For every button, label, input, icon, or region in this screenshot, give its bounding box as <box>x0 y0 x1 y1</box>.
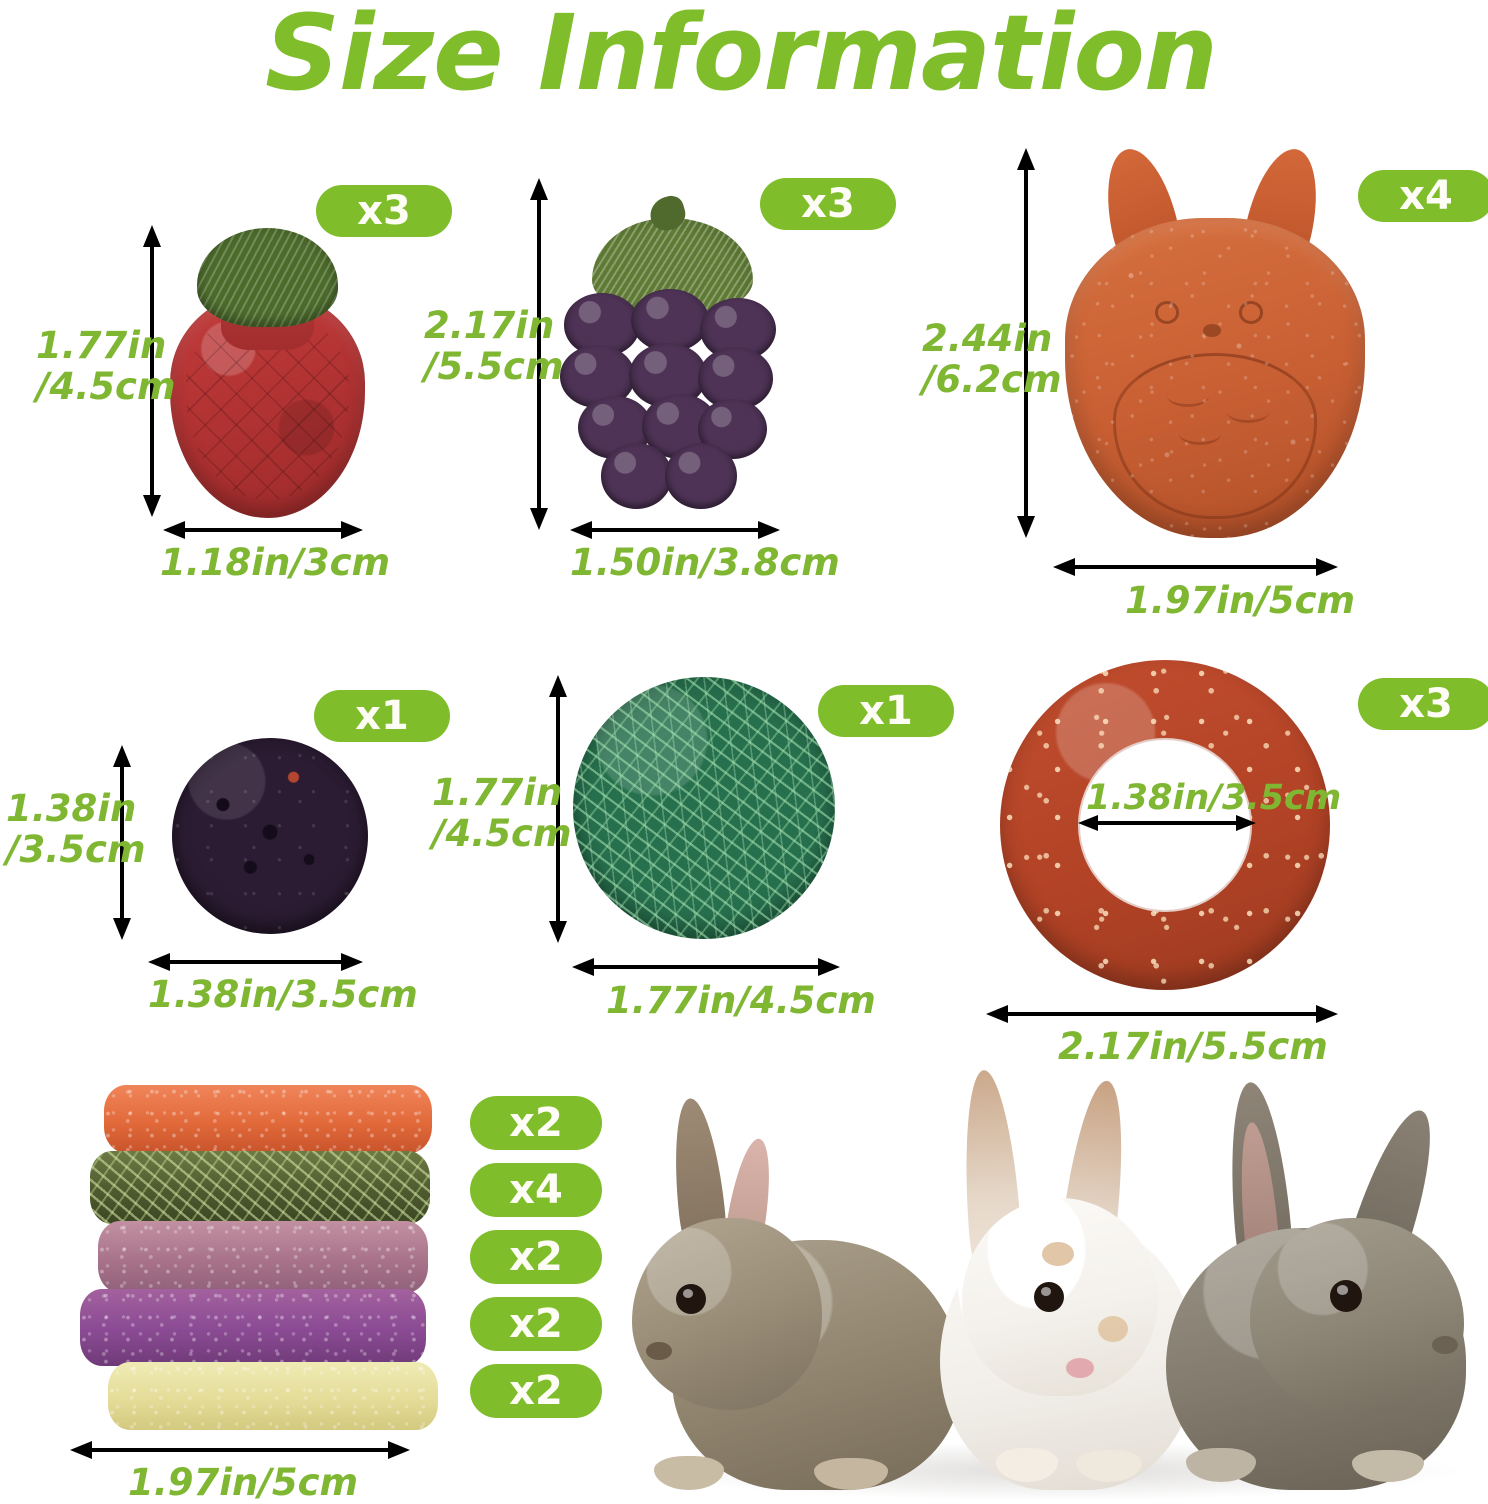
quantity-badge-green-disc: x1 <box>818 685 954 737</box>
product-grape-chew <box>555 218 785 518</box>
white-rabbit <box>926 1068 1206 1490</box>
product-pineapple-chew <box>170 228 365 518</box>
rabbit-foot <box>814 1458 888 1490</box>
rabbit-foot <box>654 1456 724 1490</box>
width-arrow-green-disc <box>572 955 840 979</box>
quantity-badge-pineapple: x3 <box>316 185 452 237</box>
quantity-badge-purple-stick: x2 <box>470 1297 602 1351</box>
height-label-grape-in: 2.17in <box>424 304 555 347</box>
inner-diameter-arrow-ring <box>1078 812 1256 834</box>
list-item <box>98 1221 428 1293</box>
rabbit-eye <box>1330 1280 1362 1312</box>
rabbit-head <box>632 1218 822 1410</box>
product-dark-disc-chew <box>172 738 368 934</box>
height-label-dark-disc: 1.38in /3.5cm <box>6 788 146 871</box>
inner-diameter-label-ring: 1.38in/3.5cm <box>1086 778 1342 818</box>
stick-chew-stack <box>72 1085 438 1435</box>
quantity-badge-yellow-stick: x2 <box>470 1364 602 1418</box>
pineapple-crown-leaves <box>197 228 338 327</box>
quantity-badge-dark-disc: x1 <box>314 690 450 742</box>
rabbit-forehead-patch <box>1042 1242 1074 1266</box>
height-label-pineapple: 1.77in /4.5cm <box>36 325 176 408</box>
grape-berry <box>665 443 737 509</box>
width-arrow-totoro <box>1053 555 1338 579</box>
height-label-grape-cm: /5.5cm <box>424 345 564 389</box>
totoro-tummy-outline <box>1113 352 1317 519</box>
totoro-eye-right <box>1239 301 1263 324</box>
rabbit-head <box>1250 1218 1464 1414</box>
rabbit-nose <box>1432 1336 1458 1354</box>
height-label-totoro: 2.44in /6.2cm <box>922 318 1062 401</box>
height-label-dark-disc-in: 1.38in <box>6 787 137 830</box>
totoro-nose <box>1203 323 1221 337</box>
height-arrow-pineapple <box>140 225 164 517</box>
quantity-badge-totoro: x4 <box>1358 170 1488 222</box>
height-label-totoro-in: 2.44in <box>922 317 1053 360</box>
outer-diameter-arrow-ring <box>986 1002 1338 1026</box>
outer-diameter-label-ring: 2.17in/5.5cm <box>1058 1025 1328 1068</box>
grape-cluster <box>555 284 785 518</box>
height-label-dark-disc-cm: /3.5cm <box>6 828 146 872</box>
width-label-grape: 1.50in/3.8cm <box>570 541 840 584</box>
height-arrow-totoro <box>1014 148 1038 538</box>
list-item <box>80 1289 426 1366</box>
rabbit-foot <box>1186 1448 1256 1482</box>
height-label-pineapple-cm: /4.5cm <box>36 365 176 409</box>
height-label-grape: 2.17in /5.5cm <box>424 305 564 388</box>
height-arrow-grape <box>527 178 551 530</box>
product-green-disc-chew <box>573 677 835 939</box>
quantity-badge-orange-stick: x2 <box>470 1096 602 1150</box>
list-item <box>90 1151 430 1224</box>
grape-berry <box>601 443 673 509</box>
height-arrow-dark-disc <box>110 745 134 940</box>
width-arrow-grape <box>570 518 780 542</box>
height-label-green-disc: 1.77in /4.5cm <box>432 772 572 855</box>
totoro-body <box>1065 218 1365 538</box>
list-item <box>108 1362 438 1430</box>
width-label-stick-stack: 1.97in/5cm <box>128 1461 359 1504</box>
quantity-badge-green-stick: x4 <box>470 1163 602 1217</box>
width-label-totoro: 1.97in/5cm <box>1125 579 1356 622</box>
quantity-badge-pink-stick: x2 <box>470 1230 602 1284</box>
brown-agouti-rabbit <box>632 1096 962 1490</box>
dark-disc-body <box>172 738 368 934</box>
rabbit-foot <box>996 1448 1058 1482</box>
width-label-dark-disc: 1.38in/3.5cm <box>148 973 418 1016</box>
width-label-green-disc: 1.77in/4.5cm <box>606 979 876 1022</box>
list-item <box>104 1085 432 1153</box>
page-title: Size Information <box>265 0 1218 114</box>
height-arrow-green-disc <box>546 675 570 943</box>
rabbit-eye <box>1034 1282 1064 1312</box>
green-disc-body <box>573 677 835 939</box>
totoro-tummy-chevron <box>1167 384 1209 407</box>
rabbit-eye <box>676 1284 706 1314</box>
rabbit-cheek-patch <box>1098 1316 1128 1342</box>
height-label-green-disc-in: 1.77in <box>432 771 563 814</box>
width-arrow-pineapple <box>163 518 363 542</box>
grape-berry <box>630 288 710 352</box>
rabbit-nose <box>646 1342 672 1360</box>
height-label-totoro-cm: /6.2cm <box>922 358 1062 402</box>
quantity-badge-grape: x3 <box>760 178 896 230</box>
quantity-badge-ring: x3 <box>1358 678 1488 730</box>
rabbit-nose <box>1066 1358 1094 1378</box>
width-arrow-stick-stack <box>70 1438 410 1462</box>
product-totoro-chew <box>1065 142 1365 538</box>
totoro-tummy-chevron <box>1227 400 1269 423</box>
width-label-pineapple: 1.18in/3cm <box>160 541 391 584</box>
rabbit-foot <box>1352 1450 1424 1482</box>
height-label-green-disc-cm: /4.5cm <box>432 812 572 856</box>
gray-rabbit <box>1166 1079 1488 1490</box>
totoro-tummy-chevron <box>1179 423 1221 446</box>
totoro-eye-left <box>1155 301 1179 324</box>
height-label-pineapple-in: 1.77in <box>36 324 167 367</box>
width-arrow-dark-disc <box>148 950 363 974</box>
three-rabbits-photo <box>626 1062 1488 1500</box>
rabbit-foot <box>1076 1450 1142 1482</box>
